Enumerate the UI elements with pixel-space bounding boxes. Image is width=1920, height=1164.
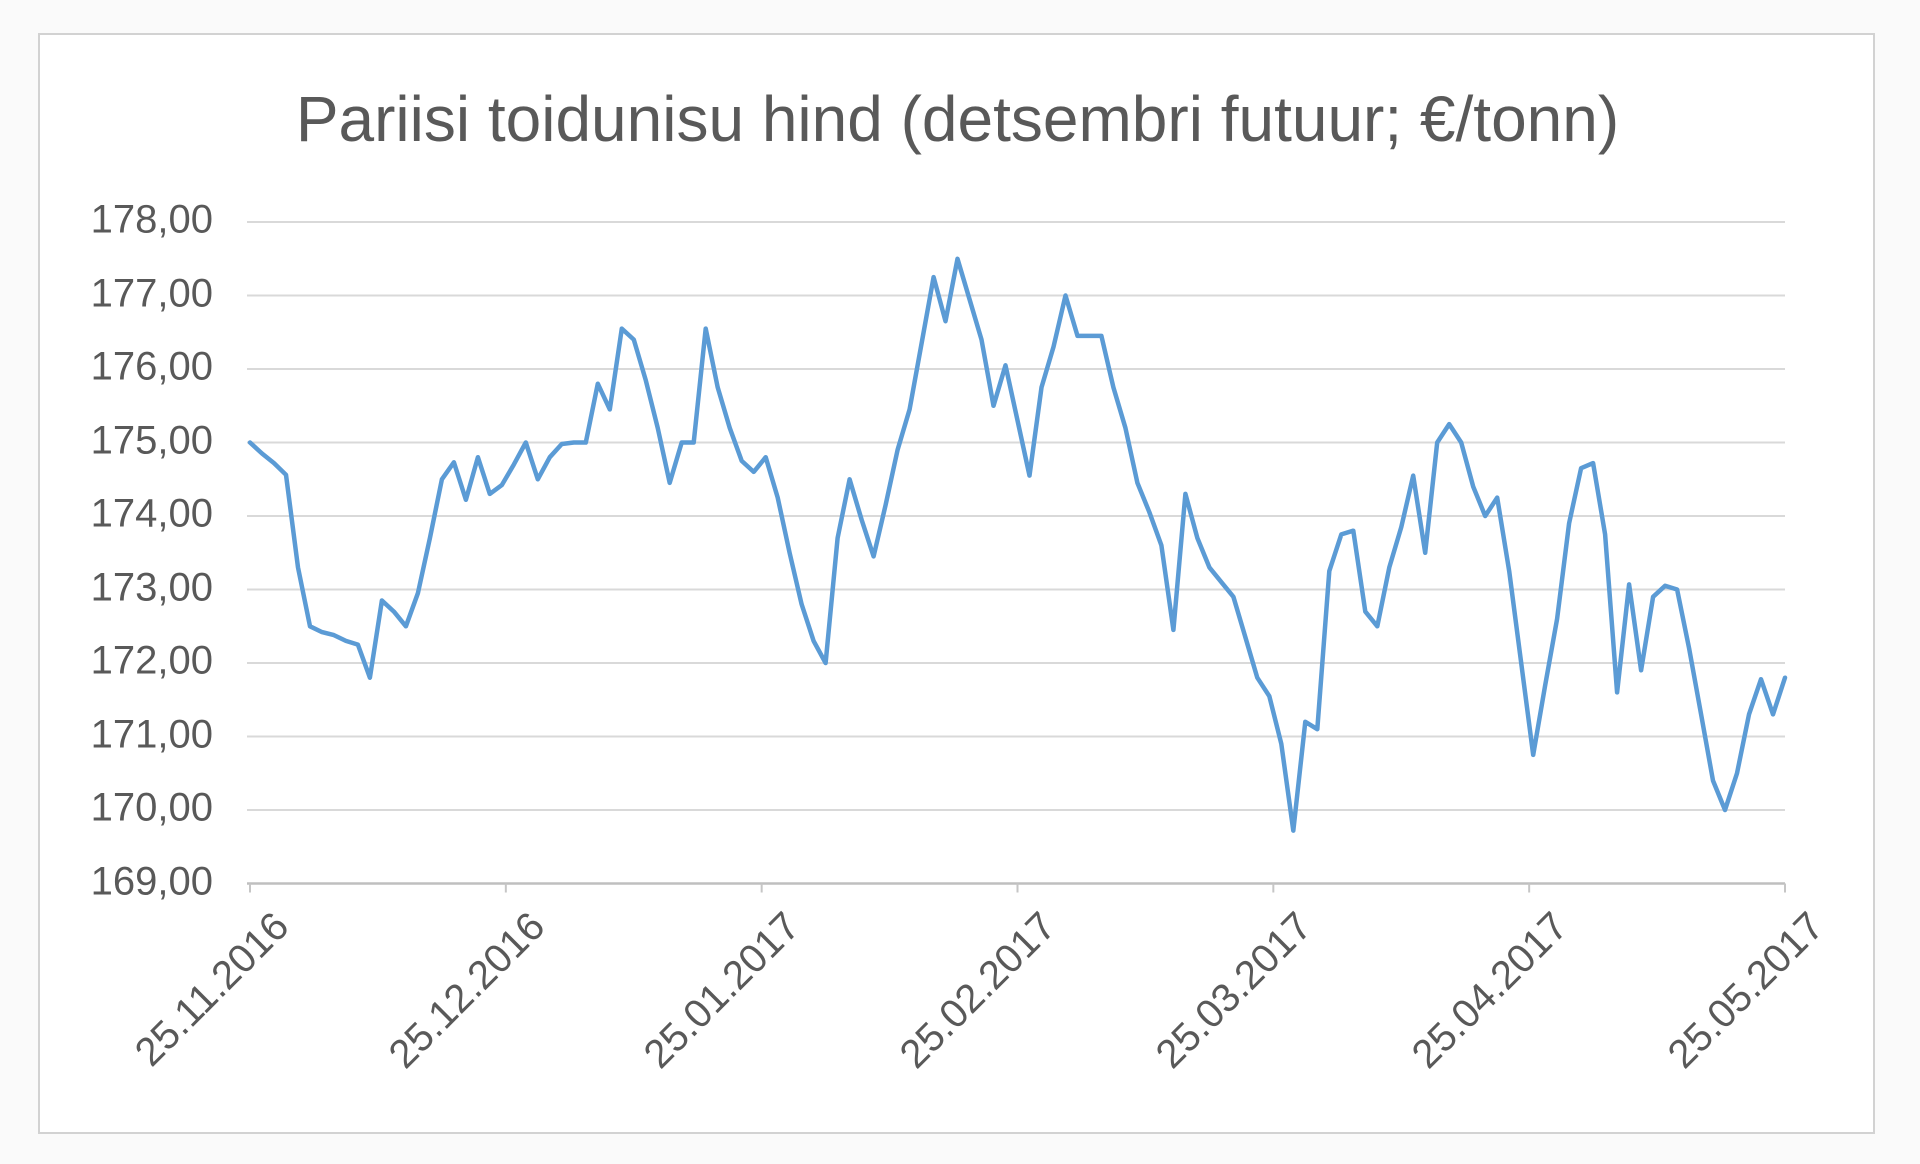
price-line [247,256,1788,833]
y-axis-label: 173,00 [90,565,213,610]
y-axis-label: 175,00 [90,418,213,463]
y-axis-label: 170,00 [90,785,213,830]
series-group [247,256,1788,833]
y-axis-label: 172,00 [90,638,213,683]
chart-title: Pariisi toidunisu hind (detsembri futuur… [295,83,1620,155]
gridlines [247,221,1785,885]
chart-frame [38,33,1875,1134]
y-axis-label: 176,00 [90,344,213,389]
y-axis-label: 174,00 [90,491,213,536]
y-axis-label: 171,00 [90,712,213,757]
y-axis-label: 178,00 [90,197,213,242]
y-axis-label: 169,00 [90,859,213,904]
axis-ticks [249,883,1786,893]
y-axis-label: 177,00 [90,271,213,316]
